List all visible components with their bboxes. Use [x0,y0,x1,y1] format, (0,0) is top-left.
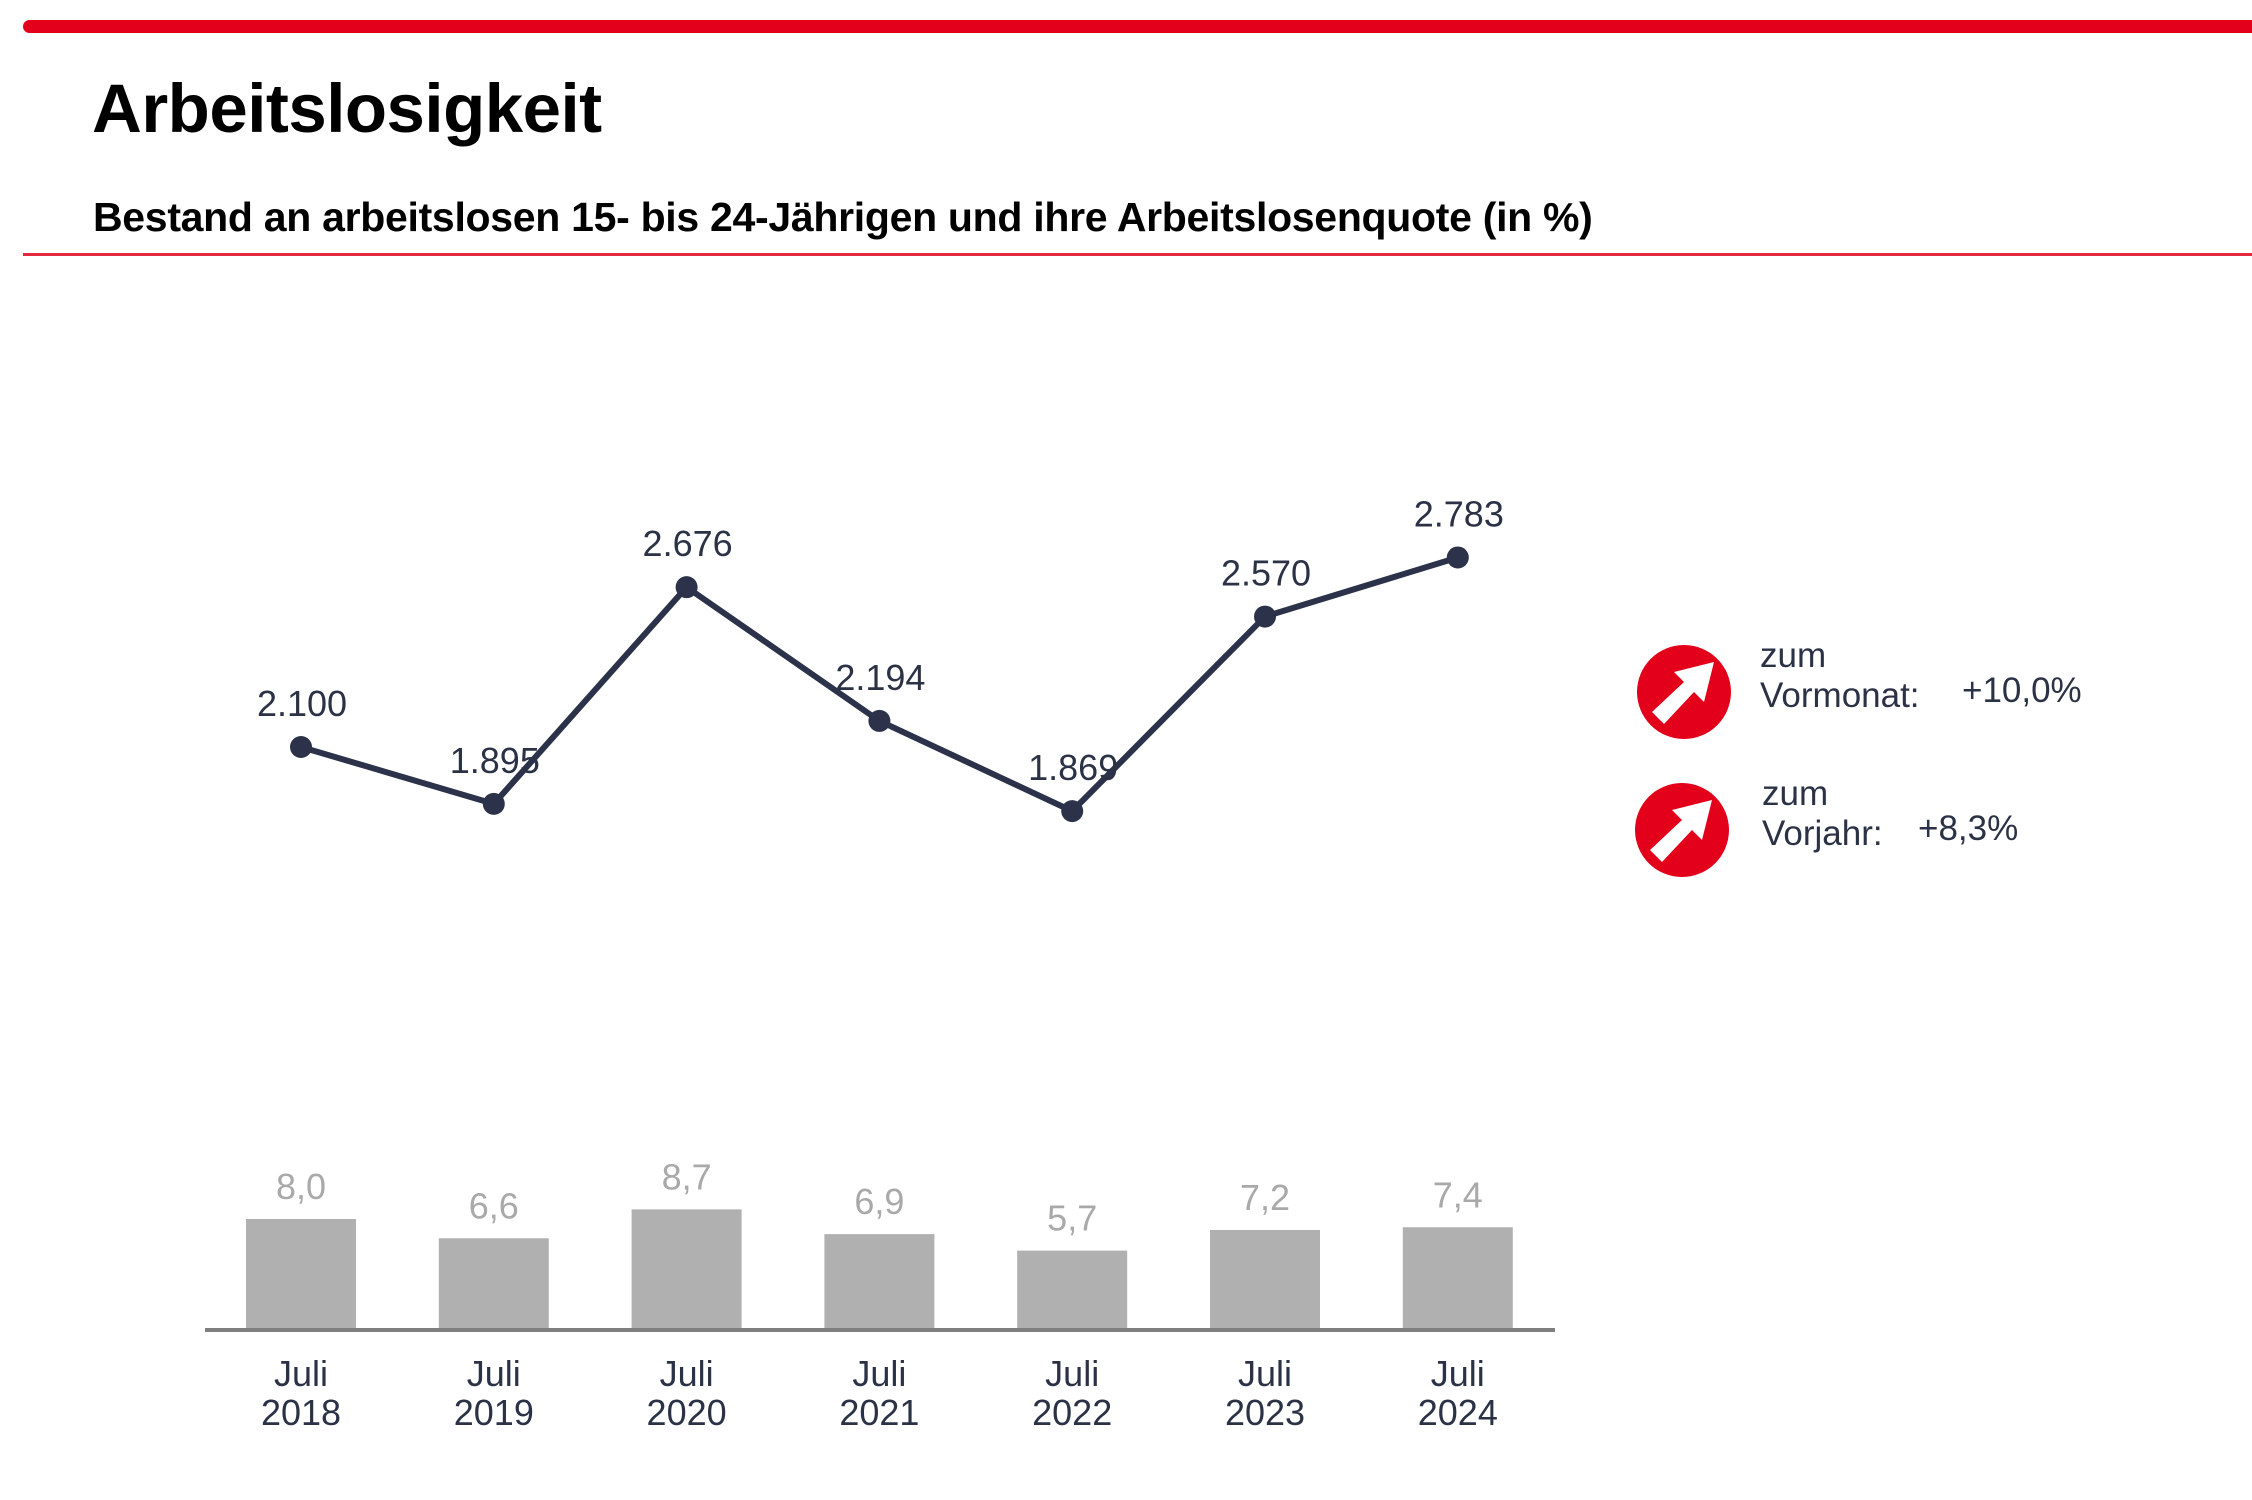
bar [438,1238,549,1329]
arrow-up-right-icon [1635,783,1729,877]
x-tick-label-year: 2019 [454,1392,534,1433]
bar [1402,1227,1513,1329]
x-tick-label-month: Juli [852,1353,906,1394]
line-point [1446,546,1469,569]
x-tick-label-year: 2024 [1418,1392,1498,1433]
line-point [868,709,891,732]
line-series-layer: 2.100 1.895 2.676 2.194 1.869 2.570 2.783 [257,493,1504,823]
line-data-label: 2.783 [1414,493,1504,534]
line-data-label: 2.100 [257,683,347,724]
bar [631,1209,742,1329]
line-data-label: 1.869 [1028,747,1118,788]
x-tick-label-year: 2022 [1032,1392,1112,1433]
bar-data-label: 6,9 [854,1181,904,1222]
line-point [1061,800,1084,823]
x-tick-label-month: Juli [1431,1353,1485,1394]
indicator-value: +10,0% [1962,671,2082,710]
indicator-label-line2: Vorjahr: [1762,814,1883,853]
header-accent-bar [23,20,2252,33]
indicator-label-line1: zum [1762,774,1829,813]
bar-data-label: 5,7 [1047,1198,1097,1239]
x-tick-label-year: 2020 [647,1392,727,1433]
x-tick-label-year: 2021 [839,1392,919,1433]
x-tick-label-month: Juli [1045,1353,1099,1394]
bar-data-label: 7,4 [1433,1174,1483,1215]
x-tick-label-year: 2018 [261,1392,341,1433]
page-title: Arbeitslosigkeit [92,70,602,147]
x-tick-label-month: Juli [1238,1353,1292,1394]
line-point [675,576,698,599]
bar-data-label: 6,6 [469,1185,519,1226]
line-data-label: 1.895 [450,740,540,781]
x-tick-label-month: Juli [660,1353,714,1394]
bar-data-label: 8,0 [276,1166,326,1207]
line-data-label: 2.194 [835,657,925,698]
arrow-up-right-icon [1637,645,1731,739]
bar-data-label: 8,7 [662,1156,712,1197]
bar-series-layer: 8,0Juli20186,6Juli20198,7Juli20206,9Juli… [205,1156,1555,1433]
bar-data-label: 7,2 [1240,1177,1290,1218]
line-point [290,736,312,758]
subtitle-divider [23,253,2252,256]
line-data-label: 2.676 [643,523,733,564]
x-tick-label-year: 2023 [1225,1392,1305,1433]
x-tick-label-month: Juli [274,1353,328,1394]
indicator-label-line1: zum [1760,636,1827,675]
line-point [482,792,505,815]
bar [1017,1250,1128,1329]
line-point [1254,605,1276,628]
bar [246,1219,356,1329]
bar [1210,1230,1320,1329]
bar [824,1234,935,1329]
indicator-value: +8,3% [1918,809,2019,848]
line-data-label: 2.570 [1221,553,1311,594]
indicator-label-line2: Vormonat: [1760,676,1920,715]
chart-subtitle: Bestand an arbeitslosen 15- bis 24-Jähri… [93,194,1593,240]
x-tick-label-month: Juli [467,1353,521,1394]
